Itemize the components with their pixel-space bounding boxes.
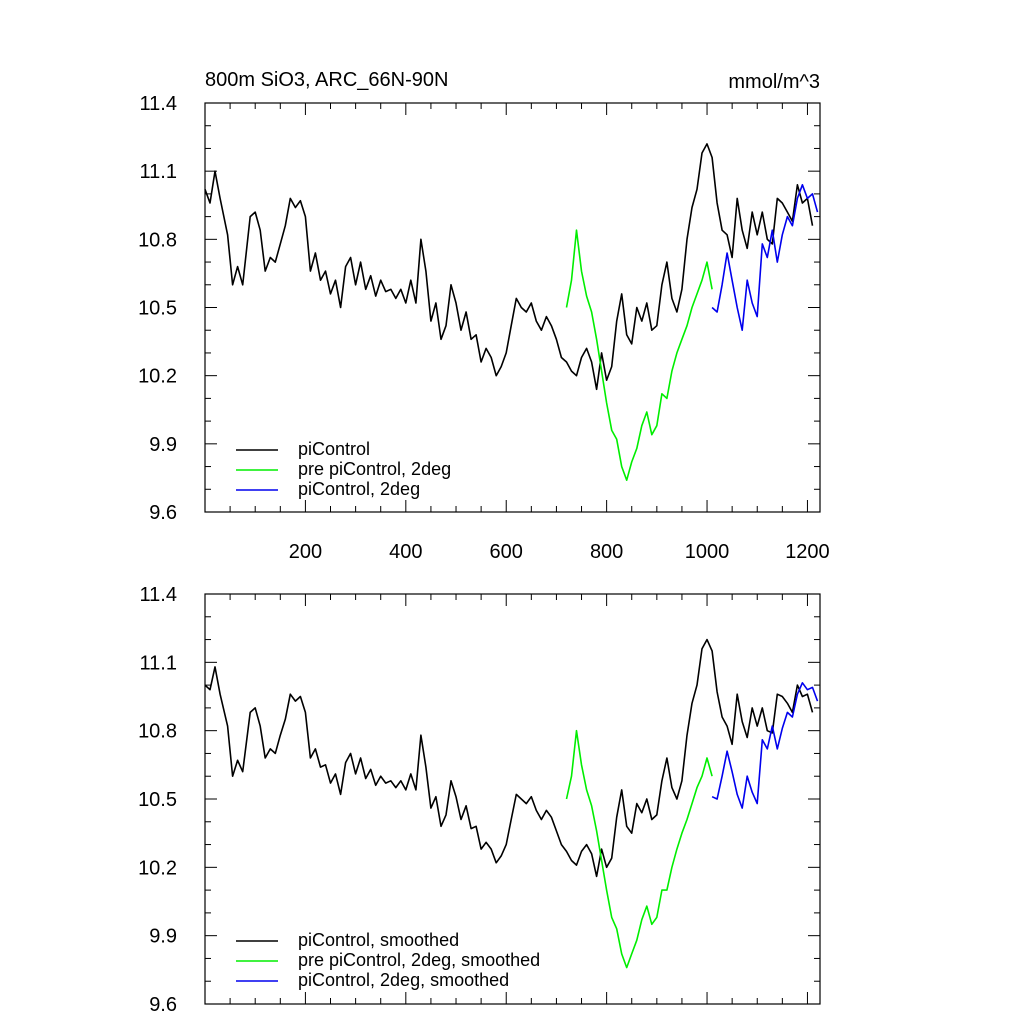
- chart-title: 800m SiO3, ARC_66N-90N: [205, 69, 448, 91]
- x-tick-label: 400: [389, 541, 422, 563]
- y-tick-label: 10.2: [138, 857, 177, 879]
- y-tick-label: 10.8: [138, 229, 177, 251]
- legend-label-1: pre piControl, 2deg: [298, 459, 451, 479]
- bottom-plot-area: [204, 638, 819, 969]
- top-x-tick-labels: 200 400 600 800 1000 1200: [289, 541, 830, 563]
- y-tick-label: 10.8: [138, 721, 177, 743]
- legend-label-0: piControl: [298, 439, 370, 459]
- series-line-1: [565, 729, 713, 969]
- top-panel: 800m SiO3, ARC_66N-90N mmol/m^3 9.6 9.9 10…: [138, 69, 830, 563]
- y-tick-label: 9.6: [149, 502, 177, 524]
- series-line-2: [711, 184, 819, 332]
- x-tick-label: 800: [590, 541, 623, 563]
- y-tick-label: 10.5: [138, 789, 177, 811]
- legend-label-1: pre piControl, 2deg, smoothed: [298, 950, 540, 970]
- series-line-0: [204, 638, 814, 878]
- y-tick-label: 11.4: [140, 584, 177, 606]
- x-tick-label: 600: [490, 541, 523, 563]
- y-tick-label: 10.5: [138, 298, 177, 320]
- top-plot-frame: [204, 102, 821, 513]
- legend-label-2: piControl, 2deg: [298, 479, 420, 499]
- top-y-tick-labels: 9.6 9.9 10.2 10.5 10.8 11.1 11.4: [138, 93, 177, 524]
- bottom-plot-frame: [204, 593, 821, 1005]
- x-tick-label: 1000: [685, 541, 730, 563]
- y-tick-label: 9.9: [149, 926, 177, 948]
- y-tick-label: 10.2: [138, 366, 177, 388]
- units-label: mmol/m^3: [728, 71, 820, 93]
- legend-label-2: piControl, 2deg, smoothed: [298, 970, 509, 990]
- y-tick-label: 11.1: [140, 161, 177, 183]
- y-tick-label: 9.9: [149, 434, 177, 456]
- legend-label-0: piControl, smoothed: [298, 930, 459, 950]
- top-plot-area: [204, 143, 819, 482]
- x-tick-label: 1200: [785, 541, 830, 563]
- series-line-0: [204, 143, 814, 391]
- x-tick-label: 200: [289, 541, 322, 563]
- bottom-axis-ticks: [205, 593, 820, 1005]
- series-line-2: [711, 681, 819, 809]
- y-tick-label: 9.6: [149, 994, 177, 1016]
- bottom-y-tick-labels: 9.6 9.9 10.2 10.5 10.8 11.1 11.4: [138, 584, 177, 1016]
- series-line-1: [565, 229, 713, 482]
- bottom-panel: 9.6 9.9 10.2 10.5 10.8 11.1 11.4 piControl, sm…: [138, 584, 821, 1016]
- y-tick-label: 11.1: [140, 652, 177, 674]
- y-tick-label: 11.4: [140, 93, 177, 115]
